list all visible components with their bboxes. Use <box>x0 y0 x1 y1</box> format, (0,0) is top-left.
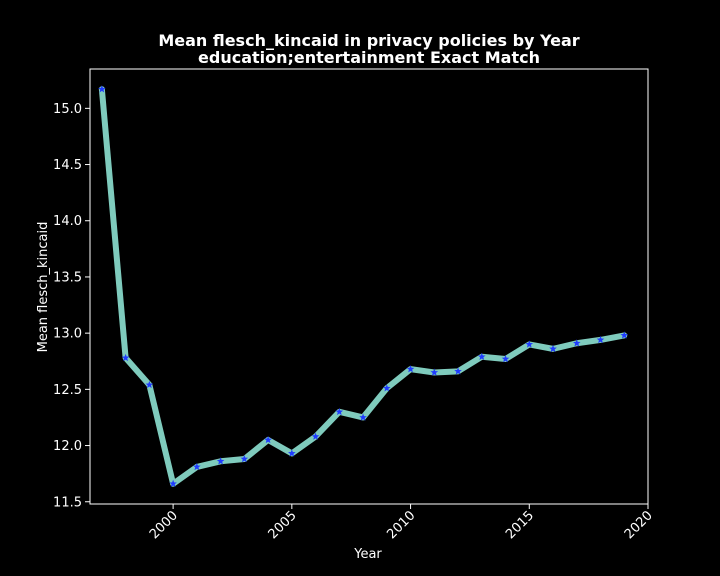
data-point-marker <box>406 365 415 373</box>
data-point-marker <box>596 335 605 344</box>
data-point-marker <box>335 407 344 416</box>
x-axis-label: Year <box>353 547 382 562</box>
data-point-marker <box>525 340 534 348</box>
y-tick-label: 12.5 <box>53 383 82 398</box>
data-point-marker <box>359 413 367 421</box>
y-tick-label: 15.0 <box>53 102 82 117</box>
y-tick-label: 14.0 <box>53 214 82 229</box>
data-point-marker <box>501 355 510 363</box>
data-point-marker <box>430 368 439 376</box>
data-point-marker <box>145 380 154 389</box>
y-tick-label: 13.0 <box>53 327 82 342</box>
y-tick-label: 11.5 <box>53 495 82 510</box>
y-tick-label: 14.5 <box>53 158 82 173</box>
data-point-marker <box>121 353 130 362</box>
data-point-marker <box>264 435 272 444</box>
chart-title: Mean flesch_kincaid in privacy policies … <box>158 31 579 50</box>
data-point-marker <box>193 462 201 471</box>
y-tick-label: 12.0 <box>53 439 82 454</box>
data-point-marker <box>383 384 391 392</box>
plot-frame <box>89 68 649 505</box>
data-point-marker <box>549 344 557 353</box>
data-point-marker <box>98 85 106 93</box>
data-point-marker <box>288 449 296 457</box>
y-axis-label: Mean flesch_kincaid <box>36 222 51 353</box>
data-point-marker <box>169 479 177 487</box>
data-point-marker <box>240 455 249 463</box>
data-point-marker <box>311 432 320 440</box>
y-tick-label: 13.5 <box>53 270 82 285</box>
data-point-marker <box>454 367 462 375</box>
data-point-marker <box>572 339 581 347</box>
data-point-marker <box>477 352 486 360</box>
chart-subtitle: education;entertainment Exact Match <box>198 48 540 67</box>
data-point-marker <box>620 331 629 339</box>
data-point-marker <box>216 457 225 465</box>
